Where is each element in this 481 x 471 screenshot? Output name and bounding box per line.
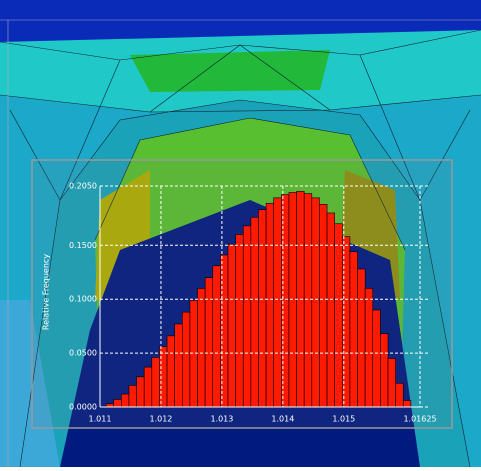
- histogram-bar: [129, 385, 137, 407]
- x-tick-label: 1.013: [210, 415, 233, 424]
- histogram-bar: [182, 312, 190, 407]
- histogram-bar: [335, 224, 343, 407]
- histogram-bar: [236, 235, 244, 407]
- histogram-bar: [319, 204, 327, 407]
- y-axis-label: Relative Frequency: [42, 254, 51, 330]
- histogram-bar: [358, 269, 366, 407]
- histogram-bar: [304, 194, 312, 407]
- page: Relative Frequency 0.0000 0.0500 0.1000 0.1…: [0, 0, 481, 467]
- histogram-bar: [152, 357, 160, 407]
- histogram-bar: [213, 266, 221, 407]
- histogram-bar: [137, 377, 145, 407]
- histogram-bar: [365, 288, 373, 407]
- y-tick-label: 0.1500: [69, 241, 97, 250]
- histogram-bar: [144, 367, 152, 407]
- histogram-bar: [388, 358, 396, 407]
- x-tick-label: 1.01625: [403, 415, 436, 424]
- x-tick-label: 1.012: [149, 415, 172, 424]
- histogram-bar: [198, 288, 206, 407]
- chart: Relative Frequency 0.0000 0.0500 0.1000 0.1…: [0, 0, 481, 467]
- histogram-bar: [312, 198, 320, 407]
- histogram-bar: [373, 310, 381, 407]
- y-tick-label: 0.2050: [69, 182, 97, 191]
- x-tick-label: 1.011: [89, 415, 112, 424]
- histogram-bar: [380, 334, 388, 407]
- histogram-bar: [274, 198, 282, 407]
- histogram-bar: [289, 192, 297, 407]
- histogram-bar: [350, 252, 358, 407]
- y-tick-label: 0.1000: [69, 295, 97, 304]
- histogram-bar: [175, 324, 183, 407]
- histogram-bar: [396, 383, 404, 407]
- histogram-bar: [327, 213, 335, 407]
- histogram-bar: [258, 210, 266, 407]
- histogram-bar: [205, 278, 213, 407]
- histogram-bar: [121, 394, 129, 407]
- y-tick-label: 0.0000: [69, 403, 97, 412]
- histogram-bar: [243, 226, 251, 407]
- histogram-bar: [167, 336, 175, 407]
- y-tick-label: 0.0500: [69, 349, 97, 358]
- histogram-bar: [190, 300, 198, 407]
- x-tick-label: 1.015: [332, 415, 355, 424]
- histogram-bar: [114, 399, 122, 407]
- histogram-bar: [228, 244, 236, 407]
- histogram-bar: [403, 401, 411, 407]
- x-tick-label: 1.014: [271, 415, 294, 424]
- histogram-bar: [266, 203, 274, 407]
